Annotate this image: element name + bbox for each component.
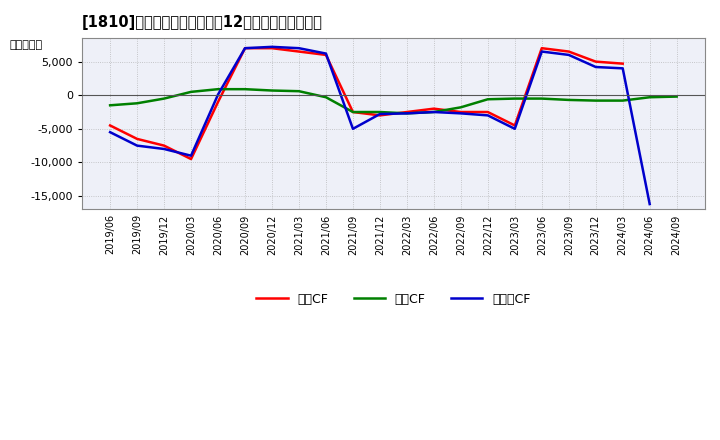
営業CF	[322, 52, 330, 58]
フリーCF	[537, 49, 546, 54]
営業CF	[186, 156, 195, 161]
投資CF	[510, 96, 519, 101]
営業CF	[132, 136, 141, 142]
投資CF	[672, 94, 681, 99]
フリーCF	[402, 111, 411, 116]
営業CF	[214, 99, 222, 105]
フリーCF	[132, 143, 141, 148]
投資CF	[537, 96, 546, 101]
Line: 営業CF: 営業CF	[110, 48, 623, 159]
営業CF	[618, 61, 627, 66]
Text: [1810]　キャッシュフローの12か月移動合計の推移: [1810] キャッシュフローの12か月移動合計の推移	[82, 15, 323, 30]
フリーCF	[645, 202, 654, 207]
フリーCF	[510, 126, 519, 132]
Legend: 営業CF, 投資CF, フリーCF: 営業CF, 投資CF, フリーCF	[251, 288, 536, 311]
投資CF	[618, 98, 627, 103]
投資CF	[376, 110, 384, 115]
営業CF	[591, 59, 600, 64]
フリーCF	[618, 66, 627, 71]
フリーCF	[240, 46, 249, 51]
投資CF	[456, 105, 465, 110]
投資CF	[160, 96, 168, 101]
投資CF	[106, 103, 114, 108]
営業CF	[160, 143, 168, 148]
フリーCF	[106, 129, 114, 135]
投資CF	[430, 110, 438, 115]
Line: フリーCF: フリーCF	[110, 47, 649, 204]
営業CF	[268, 46, 276, 51]
Line: 投資CF: 投資CF	[110, 89, 677, 114]
フリーCF	[322, 51, 330, 56]
投資CF	[268, 88, 276, 93]
営業CF	[430, 106, 438, 111]
フリーCF	[186, 153, 195, 158]
投資CF	[294, 88, 303, 94]
フリーCF	[564, 52, 573, 58]
投資CF	[132, 101, 141, 106]
フリーCF	[214, 92, 222, 97]
投資CF	[348, 110, 357, 115]
投資CF	[240, 87, 249, 92]
営業CF	[484, 110, 492, 115]
営業CF	[537, 46, 546, 51]
フリーCF	[456, 111, 465, 116]
投資CF	[591, 98, 600, 103]
フリーCF	[348, 126, 357, 132]
営業CF	[348, 110, 357, 115]
営業CF	[564, 49, 573, 54]
投資CF	[564, 97, 573, 103]
営業CF	[510, 123, 519, 128]
営業CF	[456, 110, 465, 115]
フリーCF	[294, 46, 303, 51]
フリーCF	[591, 64, 600, 70]
フリーCF	[160, 147, 168, 152]
Y-axis label: （百万円）: （百万円）	[9, 40, 42, 50]
営業CF	[240, 46, 249, 51]
営業CF	[106, 123, 114, 128]
営業CF	[376, 113, 384, 118]
投資CF	[645, 95, 654, 100]
営業CF	[402, 110, 411, 115]
フリーCF	[484, 113, 492, 118]
投資CF	[402, 111, 411, 116]
投資CF	[322, 95, 330, 100]
フリーCF	[430, 110, 438, 115]
投資CF	[484, 97, 492, 102]
フリーCF	[268, 44, 276, 49]
フリーCF	[376, 111, 384, 117]
営業CF	[294, 49, 303, 54]
投資CF	[186, 89, 195, 95]
投資CF	[214, 87, 222, 92]
